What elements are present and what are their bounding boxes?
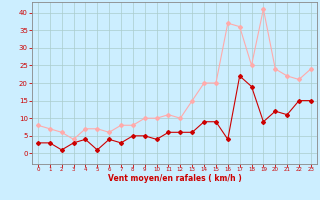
X-axis label: Vent moyen/en rafales ( km/h ): Vent moyen/en rafales ( km/h ) <box>108 174 241 183</box>
